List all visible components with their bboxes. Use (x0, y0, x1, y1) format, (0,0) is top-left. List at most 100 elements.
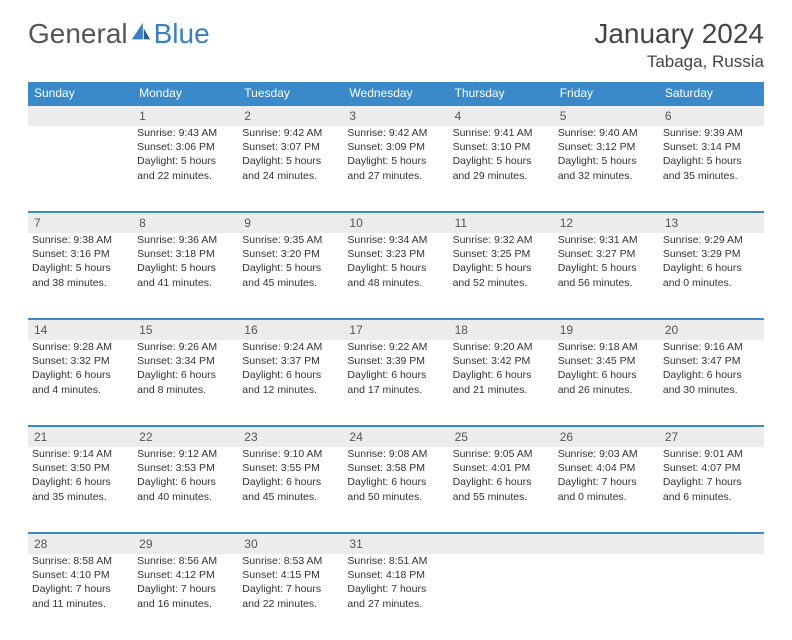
daylight-line: and 30 minutes. (663, 383, 760, 397)
sunset-line: Sunset: 3:39 PM (347, 354, 444, 368)
daylight-line: Daylight: 6 hours (663, 368, 760, 382)
daylight-line: and 0 minutes. (558, 490, 655, 504)
day-detail-cell: Sunrise: 9:43 AMSunset: 3:06 PMDaylight:… (133, 126, 238, 212)
sunrise-line: Sunrise: 9:36 AM (137, 233, 234, 247)
sunset-line: Sunset: 3:12 PM (558, 140, 655, 154)
day-number-cell: 14 (28, 319, 133, 340)
sunrise-line: Sunrise: 9:14 AM (32, 447, 129, 461)
day-number-cell: 21 (28, 426, 133, 447)
daylight-line: Daylight: 5 hours (242, 154, 339, 168)
day-header: Wednesday (343, 82, 448, 105)
daylight-line: and 22 minutes. (242, 597, 339, 611)
sunset-line: Sunset: 3:16 PM (32, 247, 129, 261)
day-detail-cell: Sunrise: 9:26 AMSunset: 3:34 PMDaylight:… (133, 340, 238, 426)
daylight-line: Daylight: 7 hours (32, 582, 129, 596)
day-header-row: SundayMondayTuesdayWednesdayThursdayFrid… (28, 82, 764, 105)
brand-sail-icon (128, 18, 152, 50)
sunset-line: Sunset: 3:06 PM (137, 140, 234, 154)
day-number-cell (449, 533, 554, 554)
daylight-line: Daylight: 5 hours (137, 154, 234, 168)
daylight-line: and 41 minutes. (137, 276, 234, 290)
day-number-cell: 7 (28, 212, 133, 233)
sunrise-line: Sunrise: 9:39 AM (663, 126, 760, 140)
sunrise-line: Sunrise: 9:16 AM (663, 340, 760, 354)
day-detail-cell: Sunrise: 9:34 AMSunset: 3:23 PMDaylight:… (343, 233, 448, 319)
day-number-cell: 25 (449, 426, 554, 447)
day-detail-cell: Sunrise: 8:53 AMSunset: 4:15 PMDaylight:… (238, 554, 343, 640)
sunset-line: Sunset: 3:27 PM (558, 247, 655, 261)
sunrise-line: Sunrise: 9:28 AM (32, 340, 129, 354)
daylight-line: and 45 minutes. (242, 276, 339, 290)
sunset-line: Sunset: 4:07 PM (663, 461, 760, 475)
sunset-line: Sunset: 3:18 PM (137, 247, 234, 261)
week-detail-row: Sunrise: 9:14 AMSunset: 3:50 PM Daylight:… (28, 447, 764, 533)
daylight-line: Daylight: 6 hours (453, 475, 550, 489)
sunrise-line: Sunrise: 9:35 AM (242, 233, 339, 247)
day-number-cell: 6 (659, 105, 764, 126)
day-number-cell: 4 (449, 105, 554, 126)
daylight-line: Daylight: 7 hours (558, 475, 655, 489)
day-detail-cell: Sunrise: 9:18 AMSunset: 3:45 PMDaylight:… (554, 340, 659, 426)
daylight-line: Daylight: 6 hours (137, 475, 234, 489)
daylight-line: and 26 minutes. (558, 383, 655, 397)
day-detail-cell: Sunrise: 9:28 AMSunset: 3:32 PMDaylight:… (28, 340, 133, 426)
sunset-line: Sunset: 3:50 PM (32, 461, 129, 475)
daylight-line: Daylight: 5 hours (663, 154, 760, 168)
sunset-line: Sunset: 3:25 PM (453, 247, 550, 261)
sunrise-line: Sunrise: 8:53 AM (242, 554, 339, 568)
day-detail-cell: Sunrise: 9:14 AMSunset: 3:50 PMDaylight:… (28, 447, 133, 533)
sunset-line: Sunset: 4:10 PM (32, 568, 129, 582)
day-number-cell: 23 (238, 426, 343, 447)
sunrise-line: Sunrise: 9:29 AM (663, 233, 760, 247)
day-detail-cell: Sunrise: 8:56 AMSunset: 4:12 PMDaylight:… (133, 554, 238, 640)
daylight-line: Daylight: 6 hours (32, 368, 129, 382)
daylight-line: Daylight: 5 hours (558, 261, 655, 275)
sunset-line: Sunset: 4:04 PM (558, 461, 655, 475)
day-detail-cell: Sunrise: 9:03 AMSunset: 4:04 PMDaylight:… (554, 447, 659, 533)
day-detail-cell: Sunrise: 9:32 AMSunset: 3:25 PMDaylight:… (449, 233, 554, 319)
day-header: Tuesday (238, 82, 343, 105)
daylight-line: and 29 minutes. (453, 169, 550, 183)
daylight-line: and 38 minutes. (32, 276, 129, 290)
day-number-cell: 5 (554, 105, 659, 126)
day-number-cell: 11 (449, 212, 554, 233)
sunrise-line: Sunrise: 9:01 AM (663, 447, 760, 461)
day-detail-cell (659, 554, 764, 640)
daylight-line: Daylight: 5 hours (137, 261, 234, 275)
day-detail-cell (449, 554, 554, 640)
daylight-line: Daylight: 7 hours (663, 475, 760, 489)
sunrise-line: Sunrise: 9:05 AM (453, 447, 550, 461)
daylight-line: Daylight: 7 hours (347, 582, 444, 596)
day-detail-cell: Sunrise: 9:31 AMSunset: 3:27 PMDaylight:… (554, 233, 659, 319)
sunrise-line: Sunrise: 9:43 AM (137, 126, 234, 140)
sunrise-line: Sunrise: 9:42 AM (242, 126, 339, 140)
sunset-line: Sunset: 3:32 PM (32, 354, 129, 368)
daylight-line: Daylight: 6 hours (347, 368, 444, 382)
sunrise-line: Sunrise: 9:34 AM (347, 233, 444, 247)
day-number-cell: 8 (133, 212, 238, 233)
day-number-row: 123456 (28, 105, 764, 126)
daylight-line: and 52 minutes. (453, 276, 550, 290)
day-number-cell: 15 (133, 319, 238, 340)
sunset-line: Sunset: 3:23 PM (347, 247, 444, 261)
day-header: Sunday (28, 82, 133, 105)
day-number-cell: 20 (659, 319, 764, 340)
day-number-cell: 10 (343, 212, 448, 233)
daylight-line: and 8 minutes. (137, 383, 234, 397)
sunset-line: Sunset: 3:10 PM (453, 140, 550, 154)
brand-logo: General Blue (28, 18, 210, 50)
day-number-row: 21222324252627 (28, 426, 764, 447)
sunrise-line: Sunrise: 9:38 AM (32, 233, 129, 247)
daylight-line: Daylight: 6 hours (453, 368, 550, 382)
sunset-line: Sunset: 3:47 PM (663, 354, 760, 368)
day-number-cell: 27 (659, 426, 764, 447)
day-detail-cell: Sunrise: 9:16 AMSunset: 3:47 PMDaylight:… (659, 340, 764, 426)
location: Tabaga, Russia (594, 52, 764, 72)
sunset-line: Sunset: 3:53 PM (137, 461, 234, 475)
day-detail-cell: Sunrise: 9:36 AMSunset: 3:18 PMDaylight:… (133, 233, 238, 319)
day-detail-cell: Sunrise: 8:51 AMSunset: 4:18 PMDaylight:… (343, 554, 448, 640)
daylight-line: and 24 minutes. (242, 169, 339, 183)
day-detail-cell: Sunrise: 9:38 AMSunset: 3:16 PMDaylight:… (28, 233, 133, 319)
daylight-line: and 12 minutes. (242, 383, 339, 397)
daylight-line: and 21 minutes. (453, 383, 550, 397)
